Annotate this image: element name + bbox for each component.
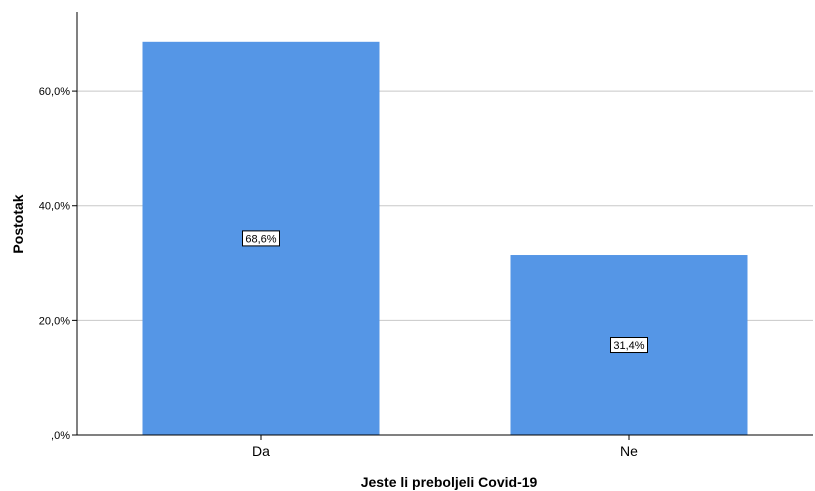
x-axis-title: Jeste li preboljeli Covid-19 <box>361 474 538 490</box>
data-label: 68,6% <box>245 233 276 245</box>
y-axis-title: Postotak <box>10 194 26 253</box>
axes <box>76 12 813 436</box>
y-tick-label: 40,0% <box>39 201 70 213</box>
y-tick-label: 60,0% <box>39 86 70 98</box>
x-category-labels: Da Ne <box>252 435 638 459</box>
data-label-box <box>242 230 280 247</box>
y-ticks: ,0% 20,0% 40,0% 60,0% <box>39 86 77 442</box>
data-label: 31,4% <box>613 340 644 352</box>
data-label-box <box>610 337 648 354</box>
x-category-label: Ne <box>620 443 638 459</box>
bars <box>142 41 748 436</box>
y-tick-label: ,0% <box>51 430 70 442</box>
x-category-label: Da <box>252 443 270 459</box>
y-tick-label: 20,0% <box>39 315 70 327</box>
data-labels: 68,6% 31,4% <box>242 230 648 354</box>
